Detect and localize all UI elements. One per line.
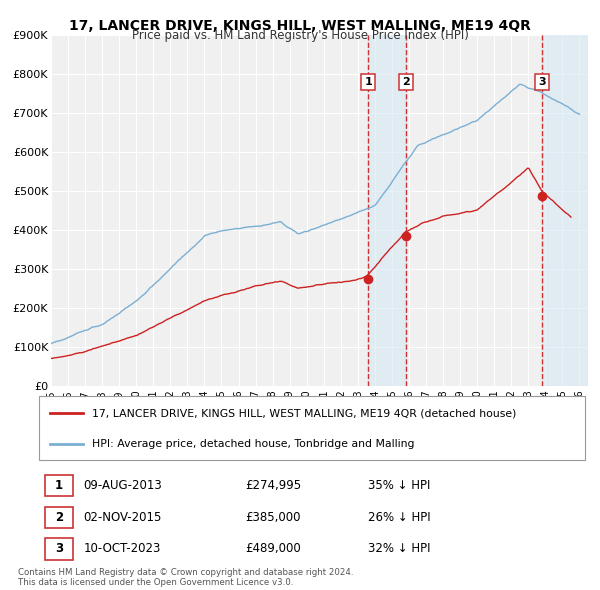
Text: 1: 1	[364, 77, 372, 87]
FancyBboxPatch shape	[45, 538, 73, 559]
Text: 02-NOV-2015: 02-NOV-2015	[83, 511, 161, 525]
Text: 10-OCT-2023: 10-OCT-2023	[83, 542, 161, 555]
Text: £385,000: £385,000	[245, 511, 301, 525]
Text: £274,995: £274,995	[245, 479, 301, 492]
FancyBboxPatch shape	[45, 507, 73, 529]
FancyBboxPatch shape	[38, 396, 586, 460]
Bar	[542, 35, 588, 386]
Text: 2: 2	[403, 77, 410, 87]
Text: 32% ↓ HPI: 32% ↓ HPI	[368, 542, 430, 555]
Bar	[368, 35, 406, 386]
Text: Contains HM Land Registry data © Crown copyright and database right 2024.
This d: Contains HM Land Registry data © Crown c…	[18, 568, 353, 587]
Text: Price paid vs. HM Land Registry's House Price Index (HPI): Price paid vs. HM Land Registry's House …	[131, 30, 469, 42]
Text: 09-AUG-2013: 09-AUG-2013	[83, 479, 162, 492]
Text: £489,000: £489,000	[245, 542, 301, 555]
Text: 17, LANCER DRIVE, KINGS HILL, WEST MALLING, ME19 4QR: 17, LANCER DRIVE, KINGS HILL, WEST MALLI…	[69, 19, 531, 33]
Text: 1: 1	[55, 479, 63, 492]
Text: 17, LANCER DRIVE, KINGS HILL, WEST MALLING, ME19 4QR (detached house): 17, LANCER DRIVE, KINGS HILL, WEST MALLI…	[92, 408, 516, 418]
Text: 26% ↓ HPI: 26% ↓ HPI	[368, 511, 430, 525]
Text: 3: 3	[538, 77, 545, 87]
Text: 2: 2	[55, 511, 63, 525]
FancyBboxPatch shape	[45, 475, 73, 496]
Text: HPI: Average price, detached house, Tonbridge and Malling: HPI: Average price, detached house, Tonb…	[92, 438, 414, 448]
Text: 35% ↓ HPI: 35% ↓ HPI	[368, 479, 430, 492]
Text: 3: 3	[55, 542, 63, 555]
